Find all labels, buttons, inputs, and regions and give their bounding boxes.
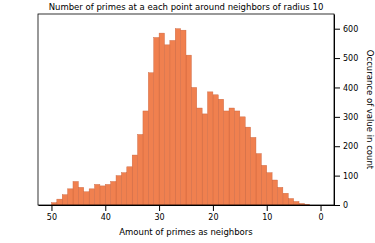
histogram-bar [197, 108, 202, 205]
y-tick: 400 [334, 84, 358, 93]
y-tick: 600 [334, 25, 358, 34]
x-axis-title: Amount of primes as neighbors [119, 227, 253, 237]
histogram-bar [143, 111, 148, 205]
y-tick: 0 [334, 201, 348, 210]
y-tick-mark [334, 205, 340, 206]
histogram-bar [175, 29, 180, 205]
title: Number of primes at a each point around … [49, 2, 324, 12]
plot-area: 504030201000100200300400500600 [38, 14, 358, 222]
y-tick-label: 600 [343, 25, 358, 34]
bars [51, 29, 309, 205]
y-tick: 500 [334, 54, 358, 63]
x-tick: 20 [208, 205, 218, 222]
histogram-bar [68, 189, 73, 205]
histogram-bar [89, 189, 94, 205]
y-tick-mark [334, 58, 340, 59]
histogram-bar [57, 199, 62, 205]
histogram-bar [256, 154, 261, 205]
y-tick-mark [334, 176, 340, 177]
plot-frame [38, 14, 334, 205]
histogram-bar [170, 40, 175, 205]
y-tick-label: 500 [343, 54, 358, 63]
histogram-bar [121, 173, 126, 205]
histogram-bar [283, 193, 288, 205]
histogram-bar [267, 173, 272, 205]
histogram-bar [245, 127, 250, 205]
histogram-bar [132, 155, 137, 205]
histogram-bar [127, 167, 132, 205]
x-tick-label: 0 [318, 213, 323, 222]
histogram-bar [186, 55, 191, 205]
x-tick-mark [105, 205, 106, 211]
x-axis-line [39, 205, 335, 206]
histogram-bar [73, 181, 78, 205]
histogram-bar [154, 38, 159, 205]
x-tick: 0 [318, 205, 323, 222]
y-tick-mark [334, 87, 340, 88]
histogram-bar [294, 201, 299, 205]
y-axis-line [334, 15, 335, 206]
histogram-bar [202, 114, 207, 205]
histogram-bar [218, 99, 223, 205]
histogram-bar [272, 180, 277, 205]
y-tick-label: 200 [343, 142, 358, 151]
chart: 504030201000100200300400500600Number of … [0, 0, 375, 243]
histogram-bar [261, 165, 266, 205]
y-tick-mark [334, 117, 340, 118]
histogram-bar [164, 45, 169, 205]
x-tick-mark [213, 205, 214, 211]
histogram-bar [116, 176, 121, 205]
y-tick: 100 [334, 172, 358, 181]
x-tick-label: 50 [47, 213, 57, 222]
histogram-bar [78, 187, 83, 205]
x-tick-label: 10 [262, 213, 272, 222]
histogram-bar [191, 87, 196, 205]
histogram-bar [138, 134, 143, 205]
histogram-bar [229, 108, 234, 205]
y-tick-label: 400 [343, 84, 358, 93]
histogram-bar [95, 184, 100, 205]
x-tick-label: 20 [208, 213, 218, 222]
x-axis: 50 40 30 20 10 0 [39, 205, 335, 222]
x-tick-mark [267, 205, 268, 211]
x-tick-mark [51, 205, 52, 211]
histogram-bar [277, 187, 282, 205]
y-tick-label: 100 [343, 172, 358, 181]
histogram-bar [159, 33, 164, 205]
y-tick-mark [334, 146, 340, 147]
x-tick: 10 [262, 205, 272, 222]
histogram-bar [111, 181, 116, 205]
histogram-bar [100, 186, 105, 205]
y-tick-label: 300 [343, 113, 358, 122]
histogram-bar [84, 192, 89, 205]
x-tick-mark [159, 205, 160, 211]
histogram-bar [251, 137, 256, 205]
x-tick: 50 [47, 205, 57, 222]
y-tick-label: 0 [343, 201, 348, 210]
y-tick: 200 [334, 142, 358, 151]
x-tick-label: 30 [154, 213, 164, 222]
y-tick-mark [334, 29, 340, 30]
x-tick-mark [321, 205, 322, 211]
histogram-bar [208, 92, 213, 205]
histogram-bar [148, 73, 153, 205]
histogram-bar [181, 30, 186, 205]
x-tick: 30 [154, 205, 164, 222]
x-tick: 40 [101, 205, 111, 222]
y-tick: 300 [334, 113, 358, 122]
x-tick-label: 40 [101, 213, 111, 222]
y-axis: 0 100 200 300 400 500 600 [334, 15, 358, 211]
histogram-bar [240, 117, 245, 205]
histogram-bar [213, 95, 218, 205]
histogram-bar [105, 184, 110, 205]
histogram-bar [62, 195, 67, 205]
histogram-bar [224, 111, 229, 205]
histogram-bar [234, 111, 239, 205]
histogram-bar [288, 199, 293, 205]
y-axis-title: Occurance of value in count [365, 50, 375, 170]
